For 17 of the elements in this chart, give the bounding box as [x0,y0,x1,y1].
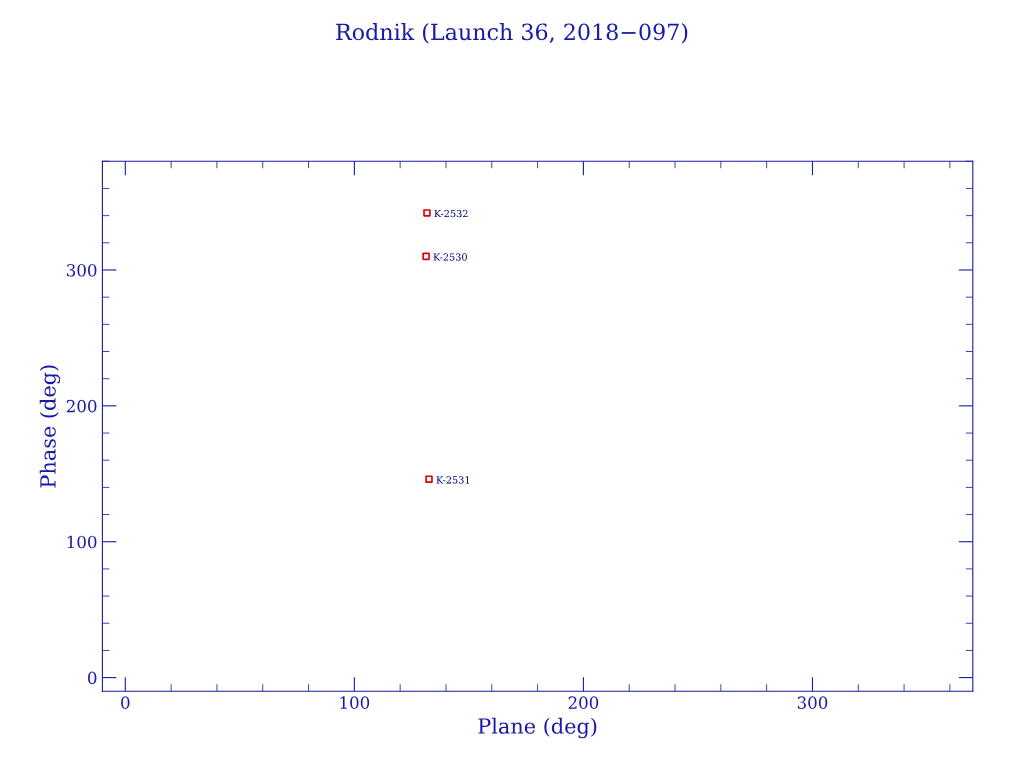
y-tick-label: 200 [66,399,97,413]
annotation: K-2531 [436,476,470,484]
x-tick-label: 100 [340,696,370,709]
chart-title: Rodnik (Launch 36, 2018−097) [336,23,688,44]
y-axis-title: Phase (deg) [39,365,61,488]
point [423,209,431,217]
y-tick-label: 300 [67,263,97,277]
annotation: K-2530 [433,253,467,261]
x-tick-label: 300 [797,696,828,709]
x-axis-title: Plane (deg) [478,717,597,739]
point [425,475,433,484]
y-tick-label: 100 [67,535,97,549]
x-tick-label: 0 [121,696,130,709]
y-tick-label: 0 [88,671,97,685]
annotation: K-2532 [434,209,468,218]
point [422,252,430,261]
x-tick-label: 200 [568,696,599,709]
